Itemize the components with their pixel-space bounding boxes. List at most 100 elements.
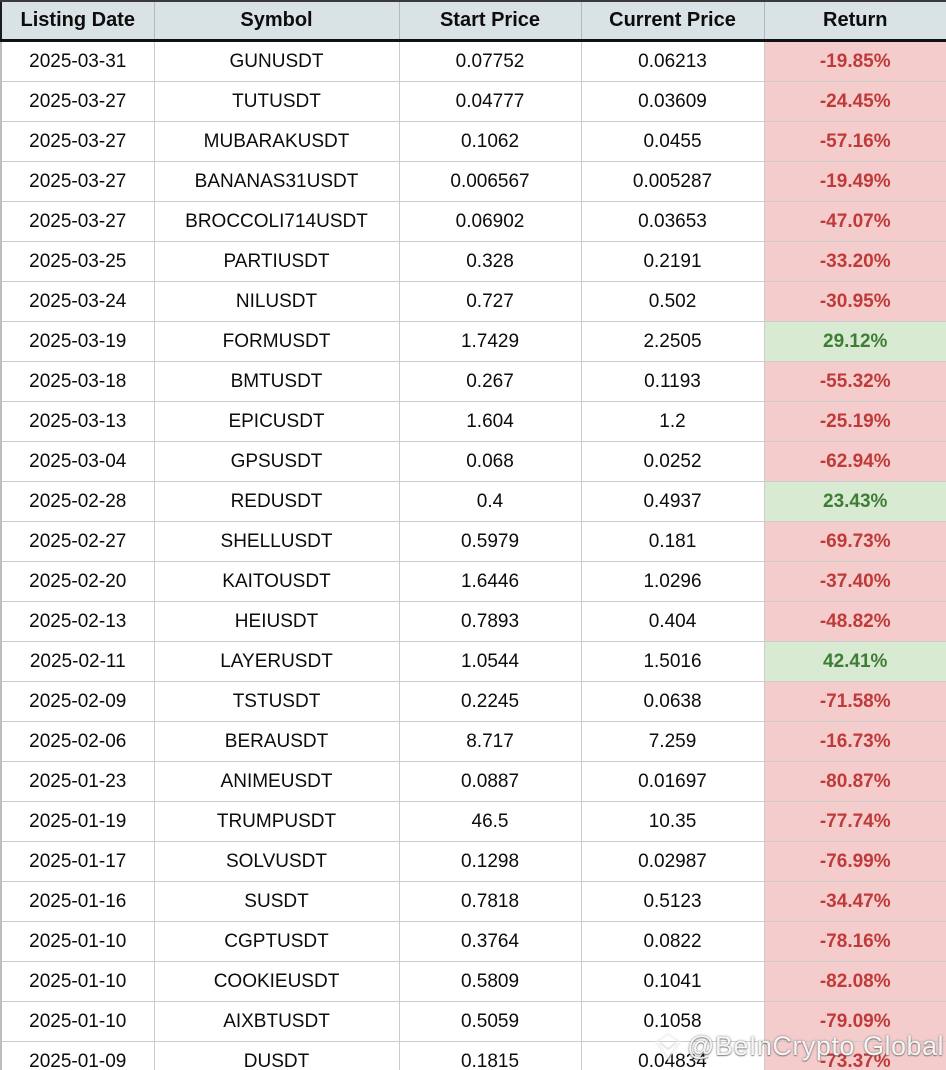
start-price-cell: 0.1815 (398, 1041, 582, 1070)
current-price-cell: 7.259 (580, 721, 765, 762)
symbol-cell: CGPTUSDT (153, 921, 400, 962)
return-cell: -24.45% (763, 81, 946, 122)
symbol-cell: TSTUSDT (153, 681, 400, 722)
listing-date-cell: 2025-02-20 (0, 561, 155, 602)
start-price-cell: 0.5059 (398, 1001, 582, 1042)
symbol-cell: FORMUSDT (153, 321, 400, 362)
start-price-cell: 46.5 (398, 801, 582, 842)
col-header-current-price: Current Price (580, 0, 765, 42)
start-price-cell: 0.727 (398, 281, 582, 322)
current-price-cell: 0.4937 (580, 481, 765, 522)
table-row: 2025-01-16 SUSDT 0.7818 0.5123 -34.47% (0, 881, 946, 922)
return-cell: -77.74% (763, 801, 946, 842)
listing-date-cell: 2025-01-17 (0, 841, 155, 882)
table-row: 2025-01-23 ANIMEUSDT 0.0887 0.01697 -80.87% (0, 761, 946, 802)
table-row: 2025-03-25 PARTIUSDT 0.328 0.2191 -33.20% (0, 241, 946, 282)
table-row: 2025-03-18 BMTUSDT 0.267 0.1193 -55.32% (0, 361, 946, 402)
return-cell: -30.95% (763, 281, 946, 322)
listing-date-cell: 2025-03-25 (0, 241, 155, 282)
return-cell: -71.58% (763, 681, 946, 722)
return-cell: -76.99% (763, 841, 946, 882)
return-cell: -79.09% (763, 1001, 946, 1042)
start-price-cell: 0.5979 (398, 521, 582, 562)
symbol-cell: BERAUSDT (153, 721, 400, 762)
table-row: 2025-03-27 MUBARAKUSDT 0.1062 0.0455 -57.16% (0, 121, 946, 162)
symbol-cell: MUBARAKUSDT (153, 121, 400, 162)
current-price-cell: 0.2191 (580, 241, 765, 282)
start-price-cell: 1.0544 (398, 641, 582, 682)
symbol-cell: PARTIUSDT (153, 241, 400, 282)
current-price-cell: 0.181 (580, 521, 765, 562)
symbol-cell: SOLVUSDT (153, 841, 400, 882)
symbol-cell: SUSDT (153, 881, 400, 922)
return-cell: -55.32% (763, 361, 946, 402)
listing-date-cell: 2025-03-27 (0, 161, 155, 202)
listing-date-cell: 2025-03-27 (0, 201, 155, 242)
current-price-cell: 0.06213 (580, 40, 765, 82)
start-price-cell: 0.267 (398, 361, 582, 402)
col-header-start-price: Start Price (398, 0, 582, 42)
return-cell: -47.07% (763, 201, 946, 242)
return-cell: -33.20% (763, 241, 946, 282)
start-price-cell: 0.068 (398, 441, 582, 482)
table-row: 2025-03-19 FORMUSDT 1.7429 2.2505 29.12% (0, 321, 946, 362)
table-row: 2025-02-20 KAITOUSDT 1.6446 1.0296 -37.40% (0, 561, 946, 602)
listing-date-cell: 2025-02-06 (0, 721, 155, 762)
return-cell: 42.41% (763, 641, 946, 682)
start-price-cell: 0.4 (398, 481, 582, 522)
current-price-cell: 1.0296 (580, 561, 765, 602)
listing-date-cell: 2025-01-09 (0, 1041, 155, 1070)
current-price-cell: 0.02987 (580, 841, 765, 882)
current-price-cell: 0.1193 (580, 361, 765, 402)
return-cell: -82.08% (763, 961, 946, 1002)
symbol-cell: BROCCOLI714USDT (153, 201, 400, 242)
return-cell: -73.37% (763, 1041, 946, 1070)
symbol-cell: BANANAS31USDT (153, 161, 400, 202)
listing-date-cell: 2025-02-11 (0, 641, 155, 682)
start-price-cell: 0.2245 (398, 681, 582, 722)
current-price-cell: 0.5123 (580, 881, 765, 922)
symbol-cell: BMTUSDT (153, 361, 400, 402)
listing-date-cell: 2025-03-04 (0, 441, 155, 482)
start-price-cell: 0.006567 (398, 161, 582, 202)
col-header-listing-date: Listing Date (0, 0, 155, 42)
start-price-cell: 8.717 (398, 721, 582, 762)
symbol-cell: TUTUSDT (153, 81, 400, 122)
col-header-symbol: Symbol (153, 0, 400, 42)
start-price-cell: 0.328 (398, 241, 582, 282)
listing-date-cell: 2025-02-09 (0, 681, 155, 722)
symbol-cell: AIXBTUSDT (153, 1001, 400, 1042)
table-row: 2025-01-19 TRUMPUSDT 46.5 10.35 -77.74% (0, 801, 946, 842)
current-price-cell: 0.03653 (580, 201, 765, 242)
table-row: 2025-03-04 GPSUSDT 0.068 0.0252 -62.94% (0, 441, 946, 482)
table-row: 2025-02-11 LAYERUSDT 1.0544 1.5016 42.41% (0, 641, 946, 682)
start-price-cell: 1.604 (398, 401, 582, 442)
current-price-cell: 0.03609 (580, 81, 765, 122)
start-price-cell: 0.06902 (398, 201, 582, 242)
start-price-cell: 1.7429 (398, 321, 582, 362)
symbol-cell: GPSUSDT (153, 441, 400, 482)
listing-date-cell: 2025-01-10 (0, 1001, 155, 1042)
symbol-cell: GUNUSDT (153, 40, 400, 82)
symbol-cell: LAYERUSDT (153, 641, 400, 682)
table-row: 2025-03-27 BROCCOLI714USDT 0.06902 0.03653-… (0, 201, 946, 242)
return-cell: -37.40% (763, 561, 946, 602)
current-price-cell: 0.01697 (580, 761, 765, 802)
symbol-cell: DUSDT (153, 1041, 400, 1070)
return-cell: -62.94% (763, 441, 946, 482)
listing-date-cell: 2025-03-24 (0, 281, 155, 322)
current-price-cell: 0.0455 (580, 121, 765, 162)
start-price-cell: 1.6446 (398, 561, 582, 602)
return-cell: -78.16% (763, 921, 946, 962)
start-price-cell: 0.04777 (398, 81, 582, 122)
start-price-cell: 0.1062 (398, 121, 582, 162)
current-price-cell: 0.0822 (580, 921, 765, 962)
symbol-cell: TRUMPUSDT (153, 801, 400, 842)
start-price-cell: 0.7893 (398, 601, 582, 642)
table-row: 2025-02-09 TSTUSDT 0.2245 0.0638 -71.58% (0, 681, 946, 722)
table-row: 2025-02-27 SHELLUSDT 0.5979 0.181 -69.73% (0, 521, 946, 562)
symbol-cell: HEIUSDT (153, 601, 400, 642)
listing-date-cell: 2025-03-27 (0, 81, 155, 122)
